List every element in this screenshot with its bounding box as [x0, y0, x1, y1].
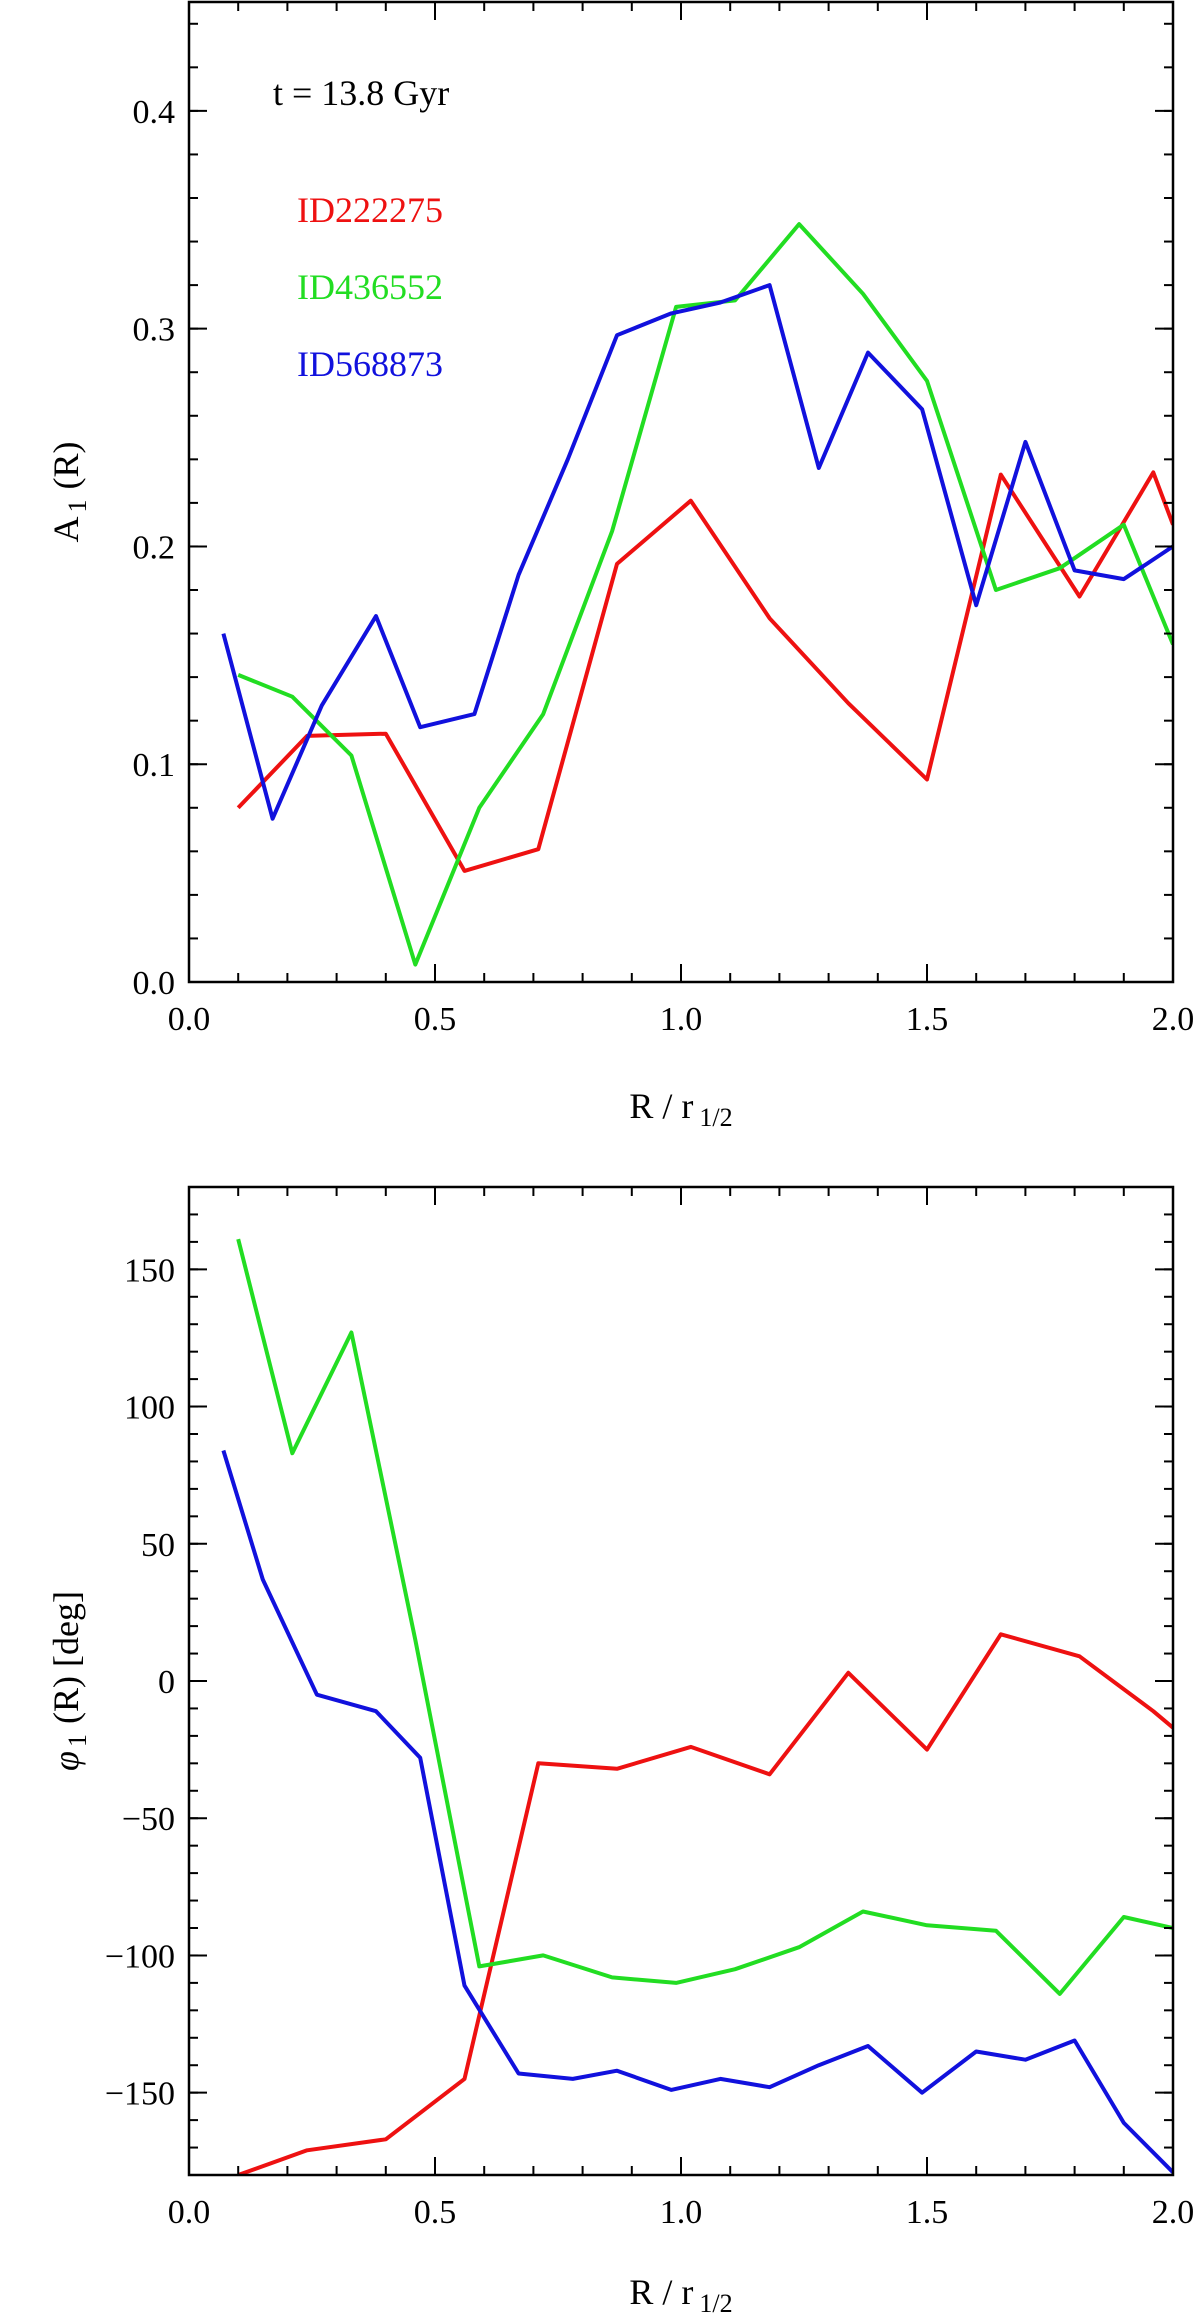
- top-panel-ylabel: A 1 (R): [46, 442, 92, 543]
- top-panel-frame: [187, 0, 1175, 984]
- top-panel-xtick-label: 0.5: [414, 1001, 457, 1038]
- bottom-panel-ytick-label: 150: [124, 1252, 175, 1289]
- top-panel-legend-entry-id222275: ID222275: [297, 190, 443, 230]
- top-panel-series-layer: [221, 222, 1173, 967]
- bottom-panel-xtick-label: 1.0: [660, 2194, 703, 2231]
- bottom-panel-xtick-label: 0.0: [168, 2194, 211, 2231]
- top-panel-ytick-label: 0.1: [133, 747, 176, 784]
- top-panel-ytick-label: 0.2: [133, 529, 176, 566]
- top-panel-xtick-label: 2.0: [1152, 1001, 1195, 1038]
- bottom-panel-ytick-label: −50: [122, 1801, 175, 1838]
- bottom-panel-ylabel-suffix: (R) [deg]: [46, 1591, 86, 1724]
- bottom-panel-ytick-label: 100: [124, 1390, 175, 1427]
- top-panel-xlabel: R / r 1/2: [629, 1086, 732, 1132]
- top-panel-xtick-label: 1.5: [906, 1001, 949, 1038]
- bottom-panel-xlabel-sub: 1/2: [699, 2289, 732, 2318]
- top-panel-series-line-id222275: [236, 470, 1173, 873]
- top-panel-ylabel-sub: 1: [63, 500, 92, 513]
- bottom-panel-series-line-id568873: [221, 1449, 1173, 2174]
- bottom-panel-frame: [187, 1185, 1175, 2177]
- top-panel-legend-entry-id568873: ID568873: [297, 344, 443, 384]
- bottom-panel-xtick-label: 0.5: [414, 2194, 457, 2231]
- bottom-panel-series-line-id436552: [236, 1238, 1173, 1996]
- top-panel-ytick-label: 0.3: [133, 312, 176, 349]
- top-panel-ticks: 0.0 0.5 1.0 1.5 2.0 0.0 0.1 0.2 0.3 0.4: [133, 2, 1195, 1038]
- bottom-panel-ylabel-main: φ: [46, 1751, 86, 1771]
- bottom-panel-xlabel-main: R / r: [629, 2272, 693, 2312]
- bottom-panel-ytick-label: −100: [105, 1938, 175, 1975]
- bottom-panel-xlabel: R / r 1/2: [629, 2272, 732, 2318]
- bottom-panel-series-layer: [221, 1238, 1173, 2175]
- bottom-panel-phi1: 0.0 0.5 1.0 1.5 2.0 −150 −100 −50 0 50 100 150 R / …: [46, 1185, 1195, 2318]
- top-panel-a1: 0.0 0.5 1.0 1.5 2.0 0.0 0.1 0.2 0.3 0.4 t = 13.8 …: [46, 0, 1195, 1132]
- top-panel-xtick-label: 1.0: [660, 1001, 703, 1038]
- top-panel-ylabel-main: A: [46, 517, 86, 543]
- top-panel-ytick-label: 0.4: [133, 94, 176, 131]
- top-panel-legend-entry-id436552: ID436552: [297, 267, 443, 307]
- bottom-panel-ytick-label: 0: [158, 1664, 175, 1701]
- top-panel-ylabel-suffix: (R): [46, 442, 86, 490]
- top-panel-annotation: t = 13.8 Gyr: [273, 73, 449, 113]
- bottom-panel-xtick-label: 2.0: [1152, 2194, 1195, 2231]
- top-panel-xtick-label: 0.0: [168, 1001, 211, 1038]
- bottom-panel-series-line-id222275: [237, 1632, 1173, 2175]
- bottom-panel-xtick-label: 1.5: [906, 2194, 949, 2231]
- top-panel-xlabel-main: R / r: [629, 1086, 693, 1126]
- bottom-panel-ytick-label: 50: [141, 1527, 175, 1564]
- top-panel-xlabel-sub: 1/2: [699, 1103, 732, 1132]
- top-panel-ytick-label: 0.0: [133, 965, 176, 1002]
- bottom-panel-ytick-label: −150: [105, 2076, 175, 2113]
- top-panel-series-line-id568873: [221, 283, 1173, 821]
- top-panel-legend: ID222275 ID436552 ID568873: [297, 190, 443, 384]
- bottom-panel-ticks: 0.0 0.5 1.0 1.5 2.0 −150 −100 −50 0 50 100 150: [105, 1186, 1195, 2231]
- bottom-panel-ylabel-sub: 1: [63, 1734, 92, 1747]
- bottom-panel-ylabel: φ 1 (R) [deg]: [46, 1591, 92, 1771]
- top-panel-series-line-id436552: [237, 222, 1173, 967]
